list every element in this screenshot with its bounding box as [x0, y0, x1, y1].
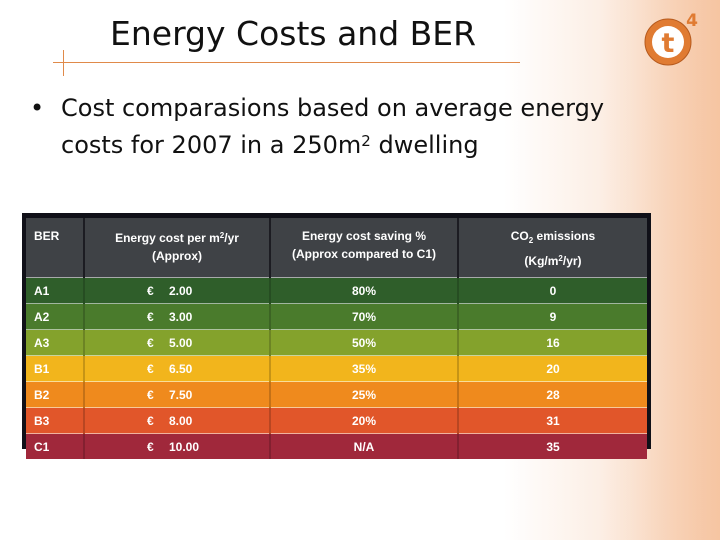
header-co2-emissions: CO2 emissions (Kg/m2/yr) [458, 218, 647, 278]
bullet-superscript: 2 [361, 132, 371, 150]
bullet-line-2-tail: dwelling [370, 131, 479, 159]
cost-value: 5.00 [169, 335, 193, 350]
cell-cost-saving: 80% [270, 277, 459, 304]
currency-symbol: € [147, 283, 154, 298]
slide-title: Energy Costs and BER [110, 14, 477, 53]
cell-ber: C1 [26, 433, 85, 459]
cell-energy-cost: €2.00 [84, 277, 271, 304]
cell-co2: 20 [458, 355, 647, 382]
title-underline [58, 62, 520, 63]
cell-energy-cost: €8.00 [84, 407, 271, 434]
title-cross-mark [63, 50, 64, 76]
logo-superscript: 4 [686, 11, 698, 31]
cost-value: 7.50 [169, 387, 193, 402]
cell-co2: 28 [458, 381, 647, 408]
cell-ber: A2 [26, 303, 85, 330]
cell-co2: 9 [458, 303, 647, 330]
table-row: B1 €6.50 35% 20 [26, 355, 647, 382]
table-row: A3 €5.00 50% 16 [26, 329, 647, 356]
cell-cost-saving: 20% [270, 407, 459, 434]
cell-energy-cost: €7.50 [84, 381, 271, 408]
currency-symbol: € [147, 361, 154, 376]
table-row: B2 €7.50 25% 28 [26, 381, 647, 408]
cell-cost-saving: N/A [270, 433, 459, 459]
ber-table-image: BER Energy cost per m2/yr (Approx) Energ… [22, 213, 651, 459]
cell-energy-cost: €6.50 [84, 355, 271, 382]
currency-symbol: € [147, 335, 154, 350]
t4-logo: t 4 [644, 11, 698, 66]
cost-value: 3.00 [169, 309, 193, 324]
logo-letter: t [662, 28, 675, 59]
cost-value: 6.50 [169, 361, 193, 376]
table-row: A2 €3.00 70% 9 [26, 303, 647, 330]
table-header-row: BER Energy cost per m2/yr (Approx) Energ… [26, 218, 647, 278]
cell-ber: B2 [26, 381, 85, 408]
bullet-dot-icon: • [30, 94, 45, 122]
cell-cost-saving: 50% [270, 329, 459, 356]
bullet-line-1: Cost comparasions based on average energ… [61, 94, 605, 122]
table-row: B3 €8.00 20% 31 [26, 407, 647, 434]
cell-ber: A1 [26, 277, 85, 304]
cell-co2: 16 [458, 329, 647, 356]
cell-co2: 31 [458, 407, 647, 434]
header-energy-cost: Energy cost per m2/yr (Approx) [84, 218, 271, 278]
cell-co2: 0 [458, 277, 647, 304]
table-row: C1 €10.00 N/A 35 [26, 433, 647, 459]
bullet-line-2-text: costs for 2007 in a 250m [61, 131, 362, 159]
currency-symbol: € [147, 387, 154, 402]
cell-cost-saving: 35% [270, 355, 459, 382]
currency-symbol: € [147, 413, 154, 428]
header-ber: BER [26, 218, 85, 278]
cell-cost-saving: 25% [270, 381, 459, 408]
header-cost-saving: Energy cost saving % (Approx compared to… [270, 218, 459, 278]
cell-energy-cost: €3.00 [84, 303, 271, 330]
cell-energy-cost: €5.00 [84, 329, 271, 356]
cell-ber: B1 [26, 355, 85, 382]
cell-ber: A3 [26, 329, 85, 356]
bullet-text: Cost comparasions based on average energ… [61, 92, 690, 162]
cell-co2: 35 [458, 433, 647, 459]
table-row: A1 €2.00 80% 0 [26, 277, 647, 304]
bullet-item: • Cost comparasions based on average ene… [30, 92, 690, 162]
cell-ber: B3 [26, 407, 85, 434]
ber-table: BER Energy cost per m2/yr (Approx) Energ… [26, 218, 647, 459]
cell-cost-saving: 70% [270, 303, 459, 330]
cost-value: 2.00 [169, 283, 193, 298]
currency-symbol: € [147, 439, 154, 454]
currency-symbol: € [147, 309, 154, 324]
cell-energy-cost: €10.00 [84, 433, 271, 459]
bullet-line-2: costs for 2007 in a 250m2 dwelling [61, 125, 690, 162]
cost-value: 8.00 [169, 413, 193, 428]
title-cross-mark-h [53, 62, 65, 63]
cost-value: 10.00 [169, 439, 200, 454]
